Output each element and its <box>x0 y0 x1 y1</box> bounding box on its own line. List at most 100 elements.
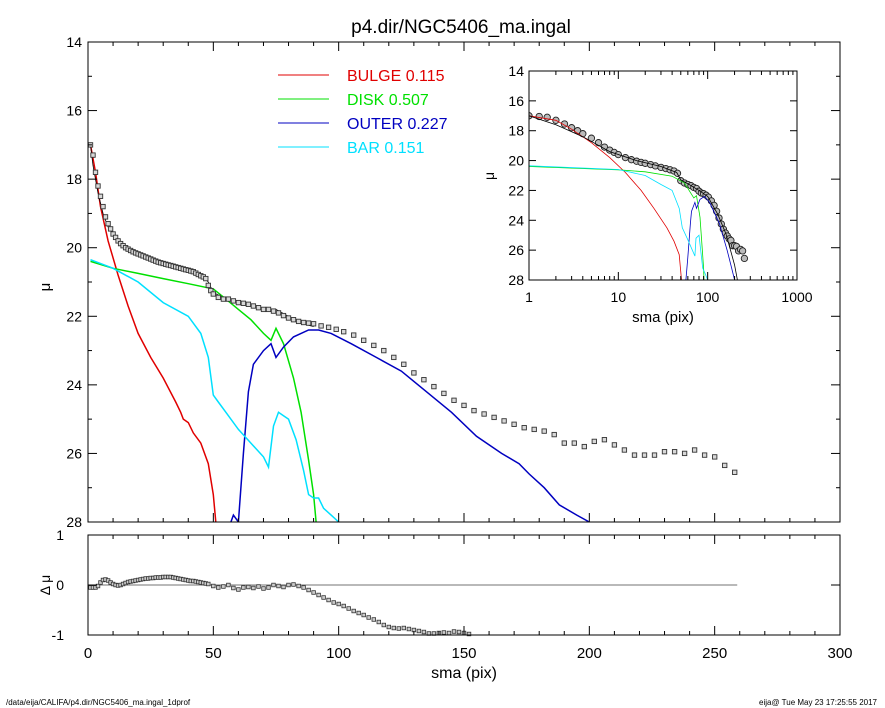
data-point <box>691 447 698 453</box>
data-point <box>102 214 109 220</box>
data-point <box>220 296 227 302</box>
data-point <box>461 402 467 409</box>
data-point <box>100 203 106 210</box>
inset-frame <box>528 70 798 281</box>
residual-y-tick-label: 1 <box>56 527 64 543</box>
residual-point <box>206 581 211 587</box>
residual-point <box>396 626 401 631</box>
residual-point <box>296 583 301 589</box>
data-point <box>701 452 708 458</box>
residual-y-axis-label: Δ μ <box>37 575 53 596</box>
x-tick-label: 100 <box>326 645 351 662</box>
residual-point <box>216 585 221 590</box>
data-point <box>441 390 447 397</box>
inset-data-point <box>738 247 747 255</box>
residual-point <box>391 625 396 631</box>
data-point <box>255 305 262 311</box>
residual-point <box>211 583 216 589</box>
data-point <box>411 370 417 376</box>
data-point <box>240 300 247 306</box>
residual-point <box>261 586 266 591</box>
data-point <box>531 426 537 433</box>
data-point <box>551 431 557 438</box>
residual-y-tick-label: 0 <box>56 577 64 593</box>
residual-point <box>286 582 291 588</box>
data-point <box>511 421 517 427</box>
data-point <box>621 447 628 453</box>
series-line-outer <box>230 329 590 522</box>
residual-point <box>366 615 371 620</box>
inset-y-tick-label: 18 <box>508 123 524 139</box>
residual-point <box>291 582 296 587</box>
residual-point <box>386 624 391 630</box>
residual-point <box>346 606 351 611</box>
data-point <box>611 442 618 448</box>
data-point <box>325 324 332 330</box>
legend: BULGE 0.115 DISK 0.507 OUTER 0.227 BAR 0.15… <box>278 68 448 157</box>
data-point <box>318 323 324 329</box>
data-point <box>300 319 307 326</box>
inset-y-tick-label: 20 <box>508 153 524 169</box>
y-tick-label: 24 <box>66 377 82 393</box>
data-point <box>421 377 427 383</box>
data-point <box>265 306 272 313</box>
data-point <box>661 449 668 455</box>
residual-point <box>231 585 236 591</box>
x-axis-label: sma (pix) <box>431 665 497 682</box>
residual-point <box>341 603 346 609</box>
data-point <box>235 299 242 306</box>
data-point <box>205 282 211 289</box>
residual-point <box>361 612 366 618</box>
inset-y-tick-label: 24 <box>508 212 524 228</box>
residual-point <box>98 580 103 585</box>
main-y-axis-label: μ <box>37 283 54 292</box>
data-point <box>260 306 267 313</box>
data-point <box>491 414 497 421</box>
residual-point <box>381 622 386 628</box>
residual-point <box>376 619 381 625</box>
inset-x-tick-label: 1000 <box>781 289 812 305</box>
residual-point <box>326 597 331 603</box>
y-tick-label: 18 <box>66 171 82 187</box>
inset-background <box>529 71 797 280</box>
residual-point <box>241 585 246 590</box>
residual-point <box>281 584 286 590</box>
data-point <box>601 437 608 443</box>
series-line-bulge <box>89 144 217 522</box>
data-point <box>722 462 728 469</box>
data-point <box>280 312 287 319</box>
data-point <box>381 347 387 354</box>
data-point <box>107 226 114 232</box>
residual-point <box>316 592 321 598</box>
data-point <box>225 296 232 302</box>
inset-x-tick-label: 100 <box>696 289 720 305</box>
inset-series-line-model <box>529 115 738 280</box>
inset-y-tick-label: 16 <box>508 93 524 109</box>
data-point <box>561 440 567 446</box>
inset-series-line-outer <box>685 195 735 280</box>
data-point <box>732 469 738 475</box>
inset-x-tick-label: 1 <box>525 289 533 305</box>
residual-point <box>226 582 231 588</box>
residual-point <box>311 590 316 595</box>
inset-x-axis-label: sma (pix) <box>632 309 694 326</box>
data-point <box>501 418 507 424</box>
residual-point <box>266 585 271 590</box>
data-point <box>431 383 437 390</box>
residual-point <box>276 583 281 589</box>
data-point <box>215 294 221 301</box>
data-point <box>295 318 302 325</box>
data-point <box>351 332 357 338</box>
inset-y-tick-label: 26 <box>508 242 524 258</box>
data-point <box>250 303 257 309</box>
data-point <box>671 449 678 455</box>
footer-user-date: eija@ Tue May 23 17:25:55 2017 <box>759 698 878 707</box>
data-point <box>481 411 487 417</box>
main-plot: 14 16 18 20 22 24 26 28 μ <box>37 34 841 530</box>
x-tick-label: 0 <box>84 645 92 662</box>
residual-point <box>221 584 226 589</box>
inset-data-point <box>560 120 569 128</box>
residual-point <box>371 617 376 622</box>
inset-x-tick-label: 10 <box>611 289 627 305</box>
series-line-model <box>90 144 314 327</box>
